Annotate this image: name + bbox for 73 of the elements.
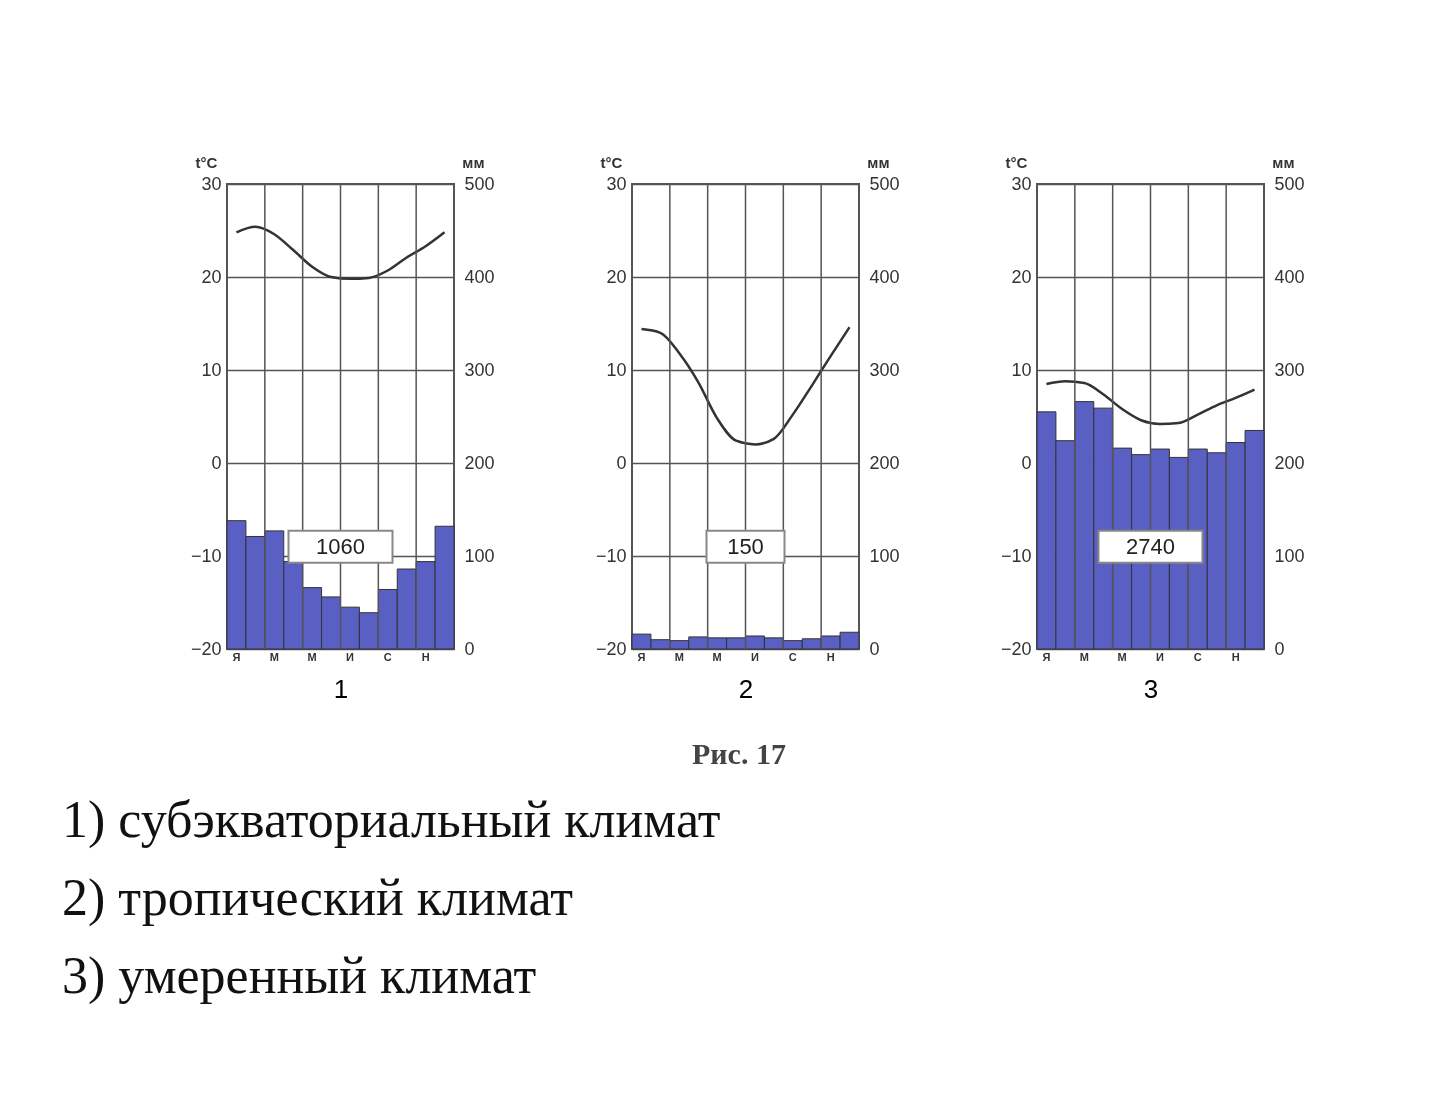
y-axis-title: t°C <box>1005 153 1028 171</box>
y-tick-label: −20 <box>1000 638 1032 659</box>
y-tick-label: −10 <box>190 545 222 566</box>
y2-tick-label: 100 <box>464 545 495 566</box>
y-axis-title: t°C <box>600 153 623 171</box>
x-tick-label: Я <box>637 650 646 663</box>
x-tick-label: С <box>788 650 797 663</box>
line-series <box>1045 379 1256 426</box>
y2-tick-label: 400 <box>464 266 495 287</box>
x-tick-label: Я <box>1042 650 1051 663</box>
x-axis-title: 3 <box>1143 673 1159 704</box>
x-tick-label: М <box>307 650 317 663</box>
y2-tick-label: 100 <box>869 545 900 566</box>
y2-axis-title: мм <box>1272 153 1295 171</box>
y-tick-label: 20 <box>1011 266 1032 287</box>
y2-tick-label: 500 <box>464 173 495 194</box>
y-tick-label: 20 <box>201 266 222 287</box>
x-tick-label: М <box>269 650 279 663</box>
x-tick-label: М <box>712 650 722 663</box>
y-tick-label: −20 <box>595 638 627 659</box>
x-tick-label: И <box>751 650 760 663</box>
x-tick-label: С <box>1193 650 1202 663</box>
y-tick-label: 0 <box>616 452 627 473</box>
x-tick-label: Н <box>826 650 835 663</box>
y2-tick-label: 500 <box>869 173 900 194</box>
x-axis-title: 1 <box>333 673 349 704</box>
text: Рис. 17 <box>692 737 787 771</box>
y-axis-title: t°C <box>195 153 218 171</box>
text: 1) субэкваториальный климат <box>62 790 722 850</box>
y2-tick-label: 300 <box>1274 359 1305 380</box>
x-tick-label: М <box>1079 650 1089 663</box>
y2-tick-label: 500 <box>1274 173 1305 194</box>
x-tick-label: И <box>346 650 355 663</box>
annotation: 2740 <box>1126 533 1175 559</box>
y2-tick-label: 300 <box>869 359 900 380</box>
x-tick-label: Я <box>232 650 241 663</box>
x-axis-title: 2 <box>738 673 754 704</box>
x-tick-label: И <box>1156 650 1165 663</box>
y-tick-label: −10 <box>595 545 627 566</box>
x-tick-label: Н <box>1231 650 1240 663</box>
annotation: 1060 <box>316 533 365 559</box>
y-tick-label: 10 <box>201 359 222 380</box>
y-tick-label: −10 <box>1000 545 1032 566</box>
y-tick-label: 30 <box>606 173 627 194</box>
y2-axis-title: мм <box>867 153 890 171</box>
y2-tick-label: 300 <box>464 359 495 380</box>
y-tick-label: 10 <box>1011 359 1032 380</box>
text: 3) умеренный климат <box>62 946 538 1006</box>
annotation: 150 <box>727 533 764 559</box>
y-tick-label: 0 <box>1021 452 1032 473</box>
y2-tick-label: 0 <box>464 638 475 659</box>
y2-tick-label: 0 <box>869 638 880 659</box>
y-tick-label: 0 <box>211 452 222 473</box>
x-tick-label: М <box>1117 650 1127 663</box>
y2-tick-label: 0 <box>1274 638 1285 659</box>
y-tick-label: 10 <box>606 359 627 380</box>
text: 2) тропический климат <box>62 868 574 928</box>
y-tick-label: 30 <box>201 173 222 194</box>
y2-tick-label: 200 <box>464 452 495 473</box>
y2-axis-title: мм <box>462 153 485 171</box>
y2-tick-label: 400 <box>869 266 900 287</box>
y2-tick-label: 200 <box>869 452 900 473</box>
y2-tick-label: 200 <box>1274 452 1305 473</box>
y2-tick-label: 100 <box>1274 545 1305 566</box>
y-tick-label: 30 <box>1011 173 1032 194</box>
line-series <box>640 325 851 446</box>
x-tick-label: М <box>674 650 684 663</box>
x-tick-label: С <box>383 650 392 663</box>
y-tick-label: −20 <box>190 638 222 659</box>
x-tick-label: Н <box>421 650 430 663</box>
y-tick-label: 20 <box>606 266 627 287</box>
y2-tick-label: 400 <box>1274 266 1305 287</box>
line-series <box>235 225 446 281</box>
